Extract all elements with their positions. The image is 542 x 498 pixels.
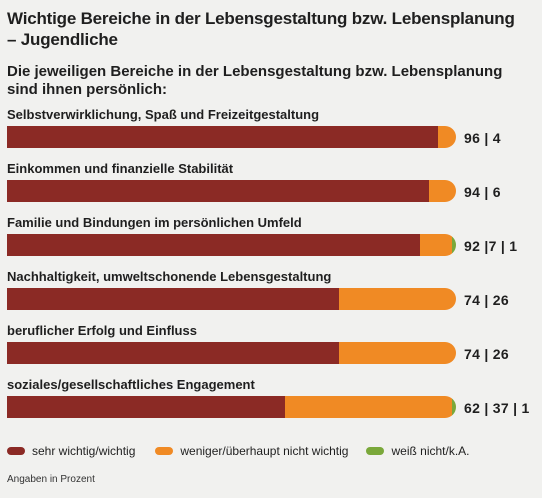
chart-subtitle-line-2: sind ihnen persönlich:: [7, 81, 168, 98]
chart-note: Angaben in Prozent: [7, 474, 95, 485]
bar-row: Familie und Bindungen im persönlichen Um…: [7, 213, 537, 267]
legend-label: weniger/überhaupt nicht wichtig: [180, 444, 349, 458]
bar-row: soziales/gesellschaftliches Engagement 62…: [7, 375, 537, 429]
bar-segment-2: [420, 234, 452, 256]
bar-segment-2: [429, 180, 456, 202]
chart-title-line-2: – Jugendliche: [7, 30, 118, 49]
bar-segment-3: [451, 396, 456, 418]
legend-item: weiß nicht/k.A.: [366, 444, 470, 458]
category-label: Familie und Bindungen im persönlichen Um…: [7, 215, 302, 230]
bar-segment-2: [438, 126, 456, 148]
bar-chart: Selbstverwirklichung, Spaß und Freizeitg…: [7, 105, 537, 429]
legend-item: weniger/überhaupt nicht wichtig: [155, 444, 348, 458]
value-label: 94 | 6: [464, 184, 501, 200]
value-label: 96 | 4: [464, 130, 501, 146]
bar-row: beruflicher Erfolg und Einfluss 74 | 26: [7, 321, 537, 375]
bar-segment-1: [7, 234, 421, 256]
legend-item: sehr wichtig/wichtig: [7, 444, 135, 458]
legend-label: sehr wichtig/wichtig: [32, 444, 136, 458]
category-label: soziales/gesellschaftliches Engagement: [7, 377, 255, 392]
legend-swatch: [155, 447, 174, 455]
stacked-bar: [7, 126, 456, 148]
value-label: 92 |7 | 1: [464, 238, 518, 254]
stacked-bar: [7, 288, 456, 310]
category-label: Nachhaltigkeit, umweltschonende Lebensge…: [7, 269, 332, 284]
stacked-bar: [7, 180, 456, 202]
chart-legend: sehr wichtig/wichtig weniger/überhaupt ni…: [7, 444, 537, 458]
chart-title-line-1: Wichtige Bereiche in der Lebensgestaltun…: [7, 9, 515, 28]
bar-row: Selbstverwirklichung, Spaß und Freizeitg…: [7, 105, 537, 159]
bar-segment-1: [7, 342, 340, 364]
legend-label: weiß nicht/k.A.: [391, 444, 470, 458]
value-label: 74 | 26: [464, 292, 509, 308]
bar-segment-3: [451, 234, 456, 256]
value-label: 74 | 26: [464, 346, 509, 362]
category-label: Einkommen und finanzielle Stabilität: [7, 161, 234, 176]
chart-subtitle: Die jeweiligen Bereiche in der Lebensges…: [7, 63, 527, 99]
bar-row: Einkommen und finanzielle Stabilität 94 |…: [7, 159, 537, 213]
bar-segment-1: [7, 180, 430, 202]
stacked-bar: [7, 342, 456, 364]
chart-title: Wichtige Bereiche in der Lebensgestaltun…: [7, 8, 527, 50]
bar-segment-2: [285, 396, 452, 418]
bar-segment-1: [7, 396, 286, 418]
bar-row: Nachhaltigkeit, umweltschonende Lebensge…: [7, 267, 537, 321]
value-label: 62 | 37 | 1: [464, 400, 530, 416]
category-label: Selbstverwirklichung, Spaß und Freizeitg…: [7, 107, 320, 122]
chart-subtitle-line-1: Die jeweiligen Bereiche in der Lebensges…: [7, 63, 503, 80]
legend-swatch: [7, 447, 25, 455]
legend-swatch: [366, 447, 385, 455]
stacked-bar: [7, 396, 456, 418]
bar-segment-2: [339, 288, 456, 310]
bar-segment-2: [339, 342, 456, 364]
stacked-bar: [7, 234, 456, 256]
bar-segment-1: [7, 288, 340, 310]
bar-segment-1: [7, 126, 439, 148]
category-label: beruflicher Erfolg und Einfluss: [7, 323, 197, 338]
